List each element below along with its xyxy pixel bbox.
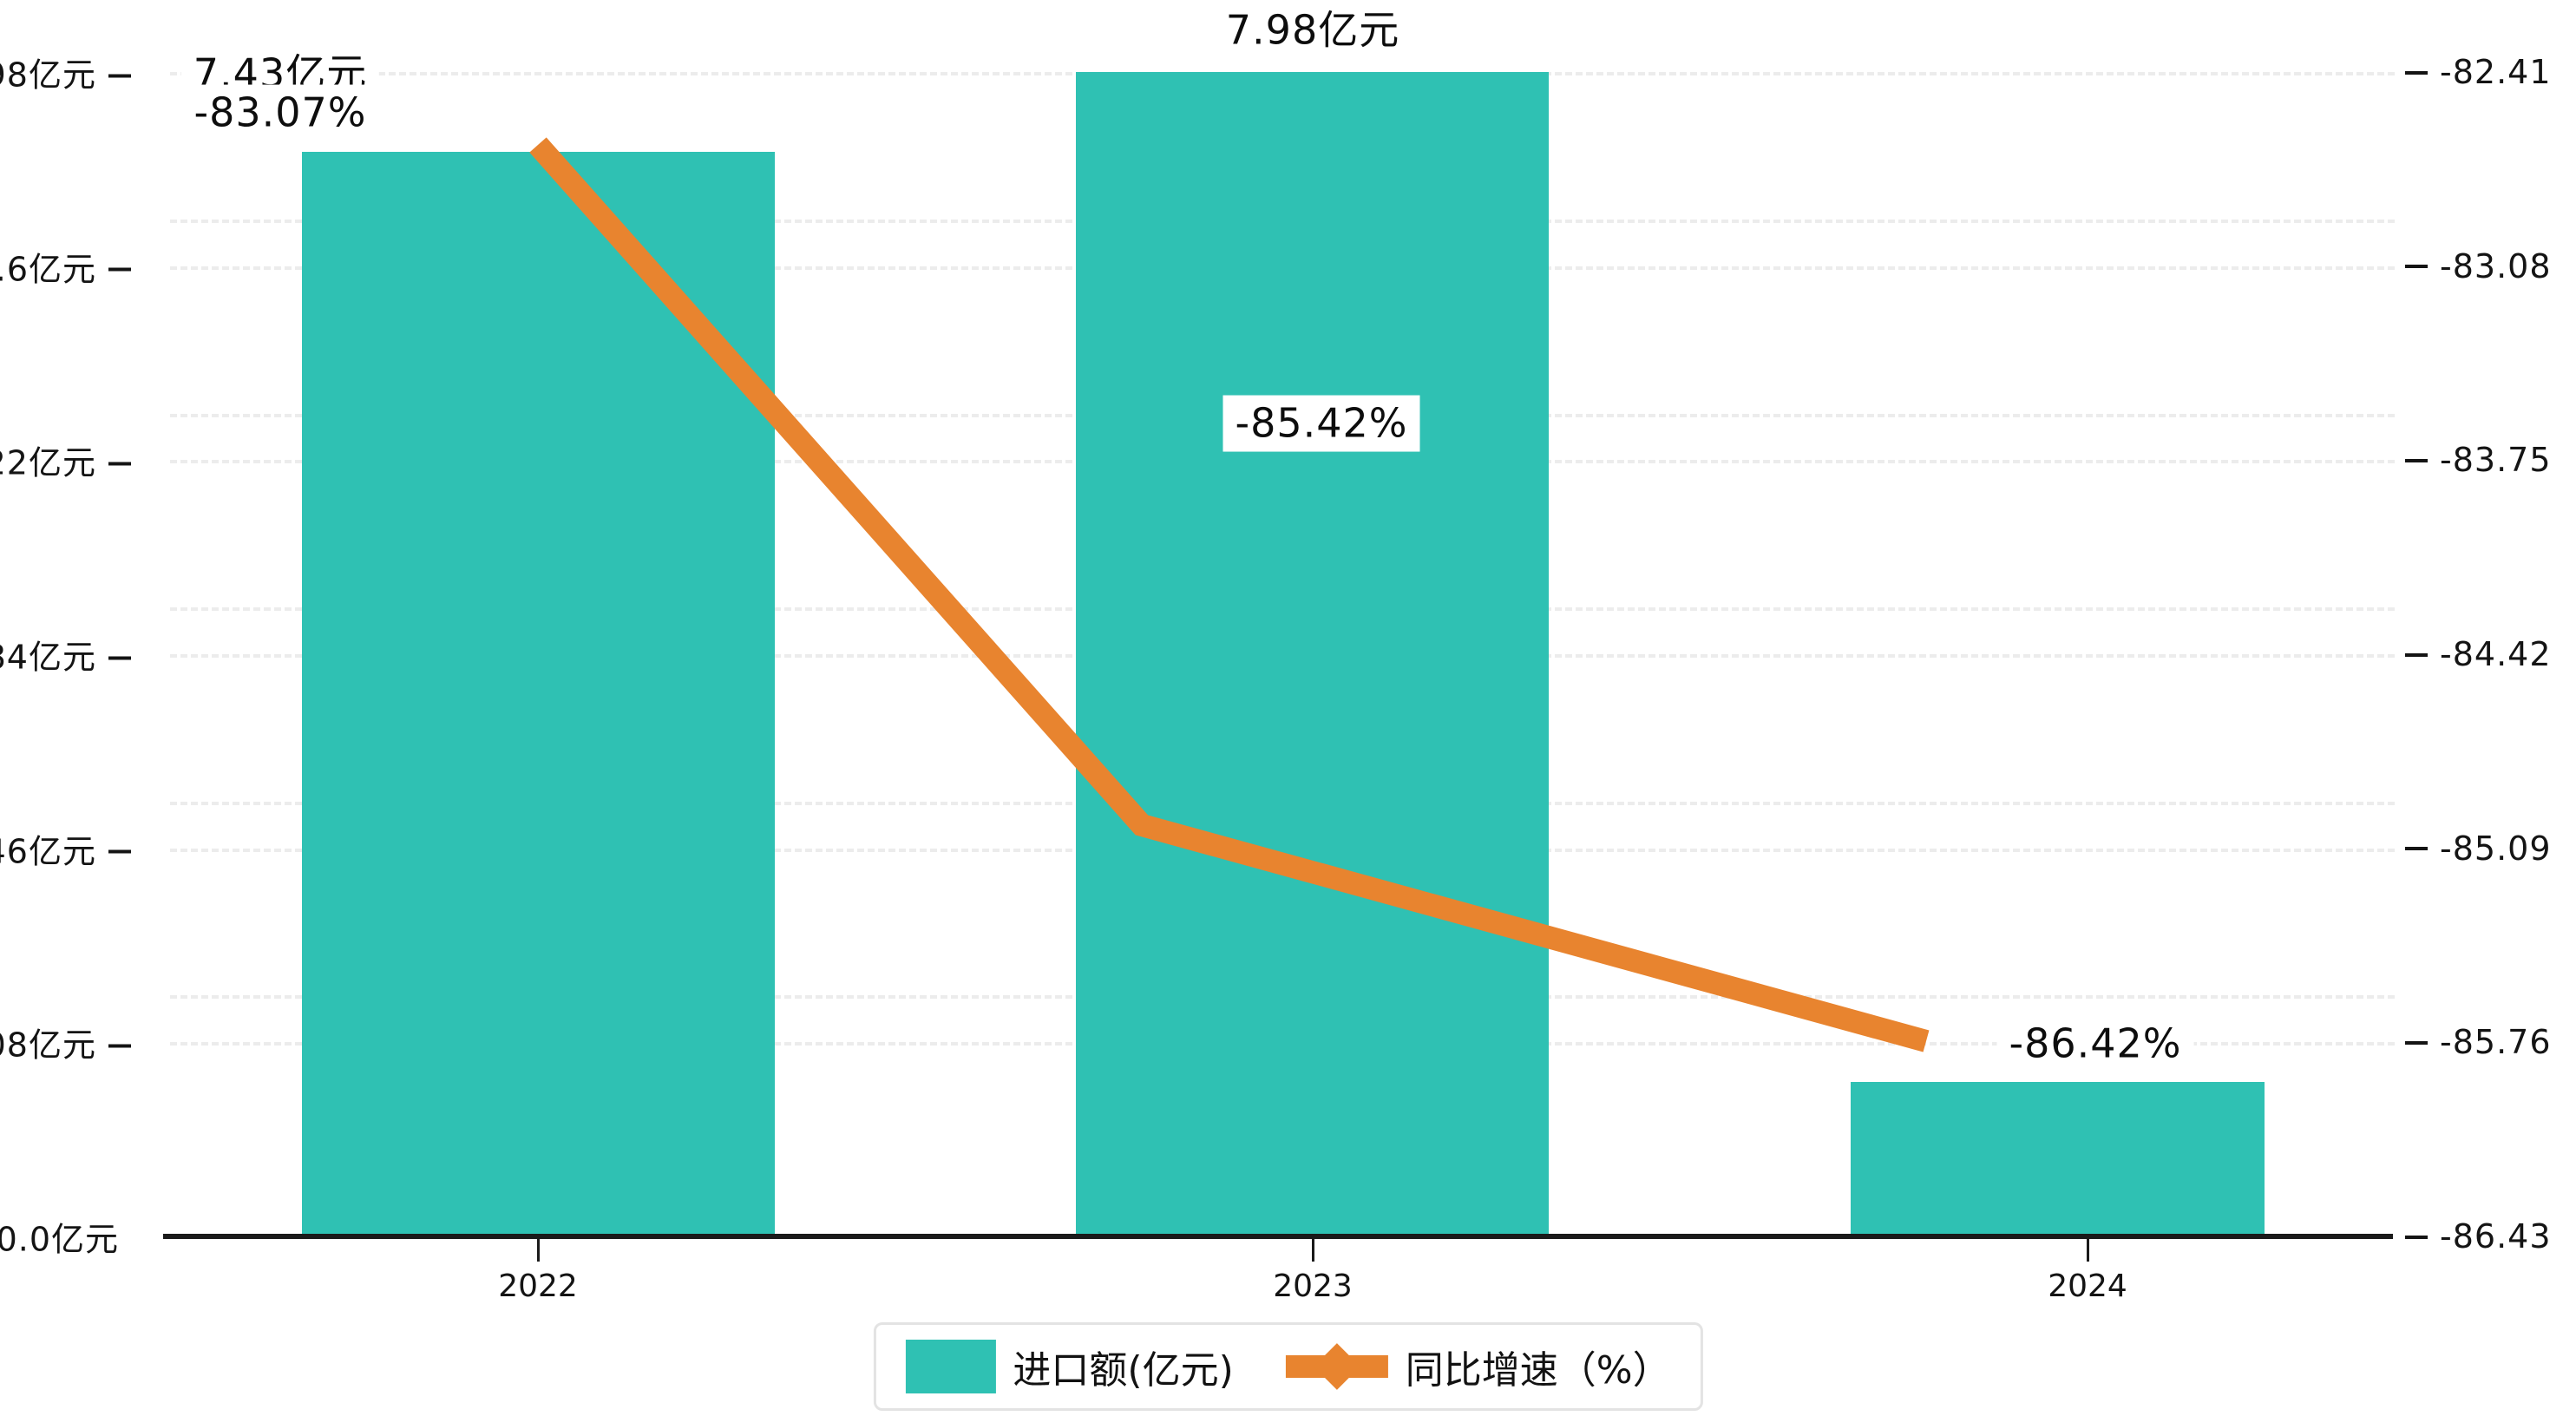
tick-dash-icon bbox=[108, 1044, 131, 1048]
line-value-label-2023: -85.42% bbox=[1222, 395, 1420, 452]
y-axis-left-tick-5: 6.6亿元 bbox=[0, 242, 131, 290]
y-axis-right-tick-5: -83.08 bbox=[2405, 247, 2552, 285]
y-axis-right-tick-3: -84.42 bbox=[2405, 635, 2552, 673]
y-axis-left-tick-0: 0.0亿元 bbox=[0, 1213, 131, 1261]
tick-dash-icon bbox=[2405, 847, 2428, 851]
y-axis-right-tick-label: -82.41 bbox=[2440, 53, 2552, 91]
tick-dash-icon bbox=[2405, 458, 2428, 462]
tick-dash-icon bbox=[2405, 265, 2428, 269]
tick-dash-icon bbox=[2405, 1235, 2428, 1239]
y-axis-left-tick-2: 2.46亿元 bbox=[0, 824, 131, 872]
tick-dash-icon bbox=[108, 849, 131, 854]
y-axis-left-tick-6: 7.98亿元 bbox=[0, 49, 131, 96]
line-value-label-2022: -83.07% bbox=[181, 84, 379, 141]
bar-2023[interactable] bbox=[1076, 72, 1549, 1236]
y-axis-left-tick-1: 1.08亿元 bbox=[0, 1019, 131, 1066]
tick-dash-icon bbox=[108, 267, 131, 272]
y-axis-left-tick-4: 5.22亿元 bbox=[0, 436, 131, 484]
y-axis-right-tick-1: -85.76 bbox=[2405, 1023, 2552, 1061]
x-tick-mark-2024 bbox=[2087, 1239, 2089, 1262]
x-axis-label-2023: 2023 bbox=[1273, 1268, 1353, 1304]
legend-line-swatch-icon bbox=[1285, 1340, 1388, 1393]
tick-dash-icon bbox=[2405, 652, 2428, 657]
y-axis-left-tick-label: 3.84亿元 bbox=[0, 638, 96, 677]
y-axis-right-tick-label: -85.76 bbox=[2440, 1023, 2552, 1062]
y-axis-left-tick-label: 5.22亿元 bbox=[0, 443, 96, 482]
tick-dash-icon bbox=[2405, 70, 2428, 75]
bar-2022[interactable] bbox=[302, 152, 775, 1236]
x-tick-mark-2022 bbox=[537, 1239, 540, 1262]
y-axis-right-tick-6: -82.41 bbox=[2405, 53, 2552, 91]
y-axis-right-tick-4: -83.75 bbox=[2405, 441, 2552, 479]
line-value-label-2024: -86.42% bbox=[1996, 1015, 2194, 1072]
y-axis-right-tick-0: -86.43 bbox=[2405, 1217, 2552, 1255]
x-axis-label-2024: 2024 bbox=[2048, 1268, 2127, 1304]
chart-legend: 进口额(亿元) 同比增速（%） bbox=[873, 1322, 1703, 1411]
y-axis-left-tick-label: 0.0亿元 bbox=[0, 1220, 119, 1259]
legend-bar-swatch-icon bbox=[905, 1340, 996, 1393]
y-axis-right-tick-label: -84.42 bbox=[2440, 635, 2552, 673]
y-axis-right-tick-label: -83.08 bbox=[2440, 246, 2552, 285]
bar-2024[interactable] bbox=[1851, 1082, 2265, 1236]
y-axis-left-tick-label: 7.98亿元 bbox=[0, 56, 96, 95]
tick-dash-icon bbox=[108, 74, 131, 77]
legend-item-growth-rate[interactable]: 同比增速（%） bbox=[1285, 1339, 1671, 1394]
y-axis-right-tick-label: -86.43 bbox=[2440, 1217, 2552, 1255]
x-tick-mark-2023 bbox=[1312, 1239, 1314, 1262]
x-axis-label-2022: 2022 bbox=[498, 1268, 578, 1304]
y-axis-right-tick-2: -85.09 bbox=[2405, 829, 2552, 868]
y-axis-left-tick-label: 6.6亿元 bbox=[0, 250, 96, 289]
legend-label-growth-rate: 同比增速（%） bbox=[1405, 1348, 1671, 1393]
y-axis-left-tick-3: 3.84亿元 bbox=[0, 631, 131, 678]
tick-dash-icon bbox=[108, 462, 131, 466]
legend-item-import-amount[interactable]: 进口额(亿元) bbox=[905, 1339, 1234, 1394]
y-axis-right-tick-label: -83.75 bbox=[2440, 441, 2552, 480]
legend-label-import-amount: 进口额(亿元) bbox=[1013, 1348, 1234, 1393]
tick-dash-icon bbox=[108, 656, 131, 659]
tick-dash-icon bbox=[2405, 1040, 2428, 1045]
y-axis-left-tick-label: 2.46亿元 bbox=[0, 832, 96, 871]
y-axis-left-tick-label: 1.08亿元 bbox=[0, 1026, 96, 1065]
y-axis-right-tick-label: -85.09 bbox=[2440, 829, 2552, 868]
x-axis-line bbox=[163, 1234, 2393, 1239]
bar-value-label-2023: 7.98亿元 bbox=[1213, 3, 1413, 57]
